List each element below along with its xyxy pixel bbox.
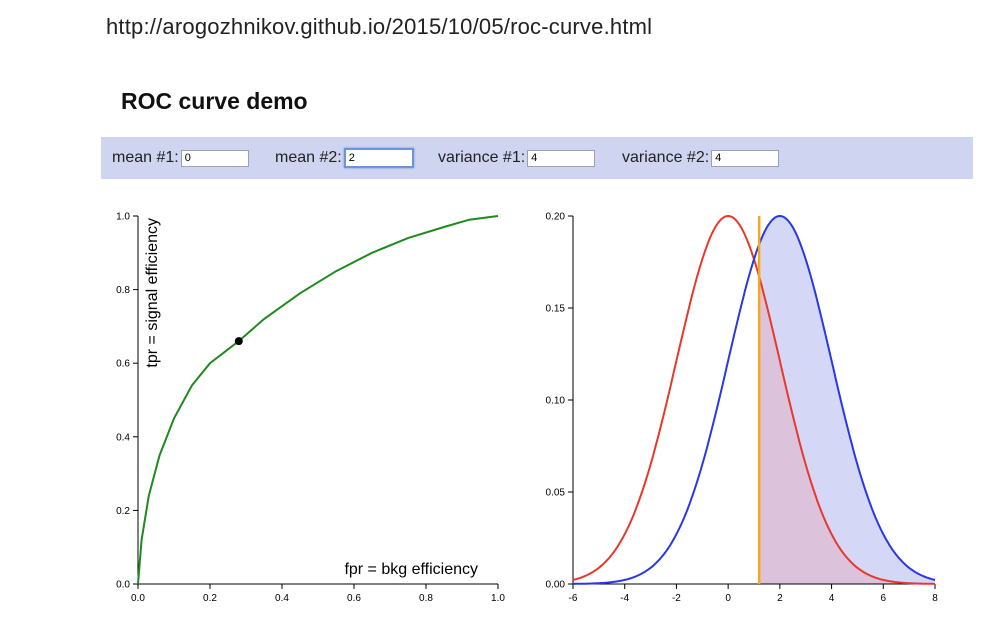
y-tick-label: 0.2 xyxy=(116,506,130,517)
browser-url: http://arogozhnikov.github.io/2015/10/05… xyxy=(106,14,653,39)
distribution-chart: -6 -4 -2 0 2 4 6 8 0.00 0.05 0.10 0.15 0.20 xyxy=(546,212,939,605)
y-tick-label: 1.0 xyxy=(116,212,130,223)
x-tick-label: 6 xyxy=(881,593,887,604)
variance2-label: variance #2: xyxy=(622,149,710,166)
y-tick-label: 0.6 xyxy=(116,359,130,370)
x-tick-label: 2 xyxy=(777,593,783,604)
variance1-label: variance #1: xyxy=(438,149,526,166)
y-tick-label: 0.10 xyxy=(546,396,566,407)
x-tick-label: -2 xyxy=(672,593,681,604)
x-tick-label: 0.6 xyxy=(347,593,361,604)
y-tick-label: 0.20 xyxy=(546,212,566,223)
x-tick-label: 0.2 xyxy=(203,593,217,604)
x-tick-label: -6 xyxy=(569,593,578,604)
x-tick-label: 0.8 xyxy=(419,593,433,604)
x-tick-label: 8 xyxy=(932,593,938,604)
x-axis-label: fpr = bkg efficiency xyxy=(344,561,478,578)
x-tick-label: -4 xyxy=(620,593,629,604)
y-axis-label: tpr = signal efficiency xyxy=(144,218,161,368)
background-fill-area xyxy=(759,281,935,584)
variance2-input[interactable] xyxy=(711,149,780,167)
x-tick-label: 4 xyxy=(829,593,835,604)
mean1-control: mean #1: xyxy=(112,137,249,179)
controls-panel: mean #1: mean #2: variance #1: variance … xyxy=(101,137,973,179)
y-tick-label: 0.0 xyxy=(116,580,130,591)
mean2-input[interactable] xyxy=(343,148,414,168)
roc-threshold-marker xyxy=(234,337,243,346)
variance1-control: variance #1: xyxy=(438,137,596,179)
variance1-input[interactable] xyxy=(527,149,596,167)
y-tick-label: 0.15 xyxy=(546,304,566,315)
x-tick-label: 0 xyxy=(725,593,731,604)
page-title: ROC curve demo xyxy=(121,88,308,114)
mean1-input[interactable] xyxy=(180,149,249,167)
y-tick-label: 0.00 xyxy=(546,580,566,591)
roc-chart: 0.0 0.2 0.4 0.6 0.8 1.0 0.0 0.2 0.4 0.6 0.8 1.0 fpr … xyxy=(116,212,505,605)
y-tick-label: 0.4 xyxy=(116,432,130,443)
mean1-label: mean #1: xyxy=(112,149,179,166)
y-tick-label: 0.8 xyxy=(116,285,130,296)
x-tick-label: 1.0 xyxy=(491,593,505,604)
variance2-control: variance #2: xyxy=(622,137,780,179)
signal-distribution-line xyxy=(573,214,936,585)
roc-curve-line xyxy=(137,215,499,585)
x-tick-label: 0.0 xyxy=(131,593,145,604)
y-tick-label: 0.05 xyxy=(546,488,566,499)
x-tick-label: 0.4 xyxy=(275,593,289,604)
mean2-control: mean #2: xyxy=(275,137,414,179)
mean2-label: mean #2: xyxy=(275,149,342,166)
